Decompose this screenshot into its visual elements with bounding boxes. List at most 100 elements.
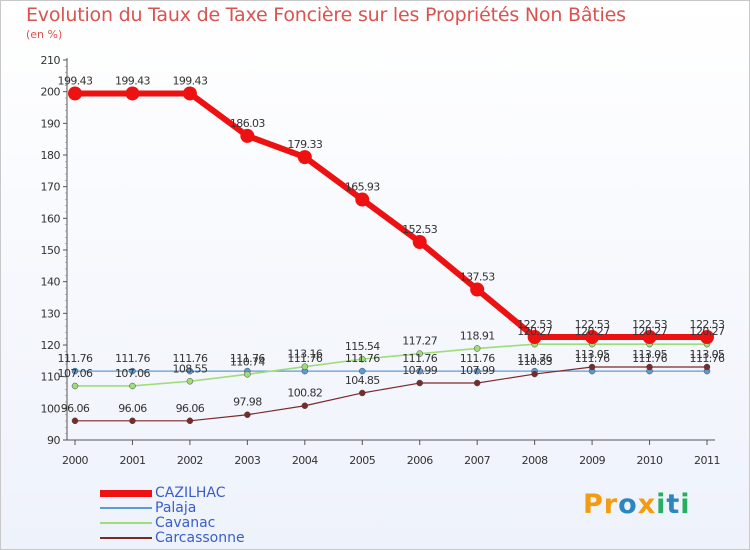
data-label: 107.99 (460, 364, 495, 377)
data-label: 113.16 (287, 348, 322, 361)
data-label: 111.76 (575, 352, 610, 365)
data-label: 120.27 (632, 325, 667, 338)
data-point (297, 150, 312, 165)
y-tick-label: 110 (41, 371, 61, 384)
data-point (186, 378, 194, 385)
data-point (71, 367, 79, 375)
data-label: 118.91 (460, 329, 495, 342)
data-point (473, 367, 481, 375)
data-label: 111.76 (115, 352, 150, 365)
legend-swatch (100, 522, 152, 524)
data-label: 100.82 (287, 387, 322, 400)
logo-letter: i (680, 489, 691, 520)
x-tick-label: 2010 (637, 454, 663, 467)
series-line (74, 343, 708, 387)
data-label: 111.76 (460, 352, 495, 365)
y-tick-label: 160 (41, 212, 61, 225)
data-label: 111.76 (402, 352, 437, 365)
data-label: 113.05 (575, 348, 610, 361)
data-label: 111.76 (58, 352, 93, 365)
data-label: 110.74 (230, 355, 265, 368)
legend-label: Palaja (155, 500, 197, 516)
data-point (642, 329, 657, 344)
data-label: 111.76 (230, 352, 265, 365)
chart-unit-label: (en %) (26, 28, 63, 41)
data-label: 107.06 (115, 367, 150, 380)
series-line (72, 90, 710, 340)
data-point (527, 329, 542, 344)
data-point (700, 329, 714, 344)
x-tick-label: 2011 (694, 454, 720, 467)
x-tick-label: 2001 (119, 454, 145, 467)
series-cavanac (71, 340, 711, 390)
x-tick-label: 2004 (292, 454, 318, 467)
data-label: 111.76 (345, 352, 380, 365)
y-tick-label: 210 (41, 54, 61, 67)
data-label: 120.27 (690, 325, 725, 338)
data-point (71, 417, 79, 425)
y-tick-label: 130 (41, 307, 61, 320)
legend-swatch (100, 507, 152, 509)
data-point (703, 363, 711, 371)
legend-item-carcassonne: Carcassonne (100, 531, 245, 545)
x-tick-label: 2003 (234, 454, 260, 467)
legend-label: Cavanac (155, 515, 216, 531)
x-tick-label: 2000 (62, 454, 88, 467)
data-point (416, 367, 423, 375)
data-label: 96.06 (176, 402, 205, 415)
data-point (416, 379, 423, 387)
data-point (129, 367, 136, 375)
x-tick-label: 2009 (579, 454, 605, 467)
data-label: 165.93 (345, 181, 380, 194)
data-point (585, 329, 600, 344)
data-point (412, 234, 427, 249)
x-tick-label: 2006 (407, 454, 433, 467)
y-tick-label: 90 (47, 434, 60, 447)
logo-letter: t (666, 489, 681, 520)
data-label: 117.27 (402, 335, 437, 348)
data-label: 199.43 (115, 74, 150, 87)
legend-swatch (100, 537, 152, 539)
logo-letter: x (637, 489, 657, 520)
series-line (74, 366, 708, 422)
data-label: 122.53 (575, 318, 610, 331)
data-label: 107.99 (402, 364, 437, 377)
legend-item-cazilhac: CAZILHAC (100, 486, 226, 500)
legend-swatch (100, 489, 152, 497)
data-label: 137.53 (460, 270, 495, 283)
data-point (359, 389, 366, 397)
data-label: 122.53 (690, 318, 725, 331)
proxiti-logo: Proxiti (583, 489, 691, 520)
data-label: 111.76 (172, 352, 207, 365)
data-label: 111.76 (287, 352, 322, 365)
y-tick-label: 190 (41, 117, 61, 130)
y-tick-label: 100 (41, 402, 61, 415)
data-label: 179.33 (287, 138, 322, 151)
data-point (470, 282, 485, 297)
data-point (588, 363, 596, 371)
data-point (244, 371, 251, 378)
y-tick-label: 200 (41, 86, 61, 99)
data-label: 120.27 (575, 325, 610, 338)
x-tick-label: 2008 (522, 454, 548, 467)
y-tick-label: 120 (41, 339, 61, 352)
data-point (129, 382, 136, 390)
data-point (186, 417, 194, 425)
x-tick-label: 2007 (464, 454, 490, 467)
data-label: 111.76 (517, 352, 552, 365)
logo-letter: r (603, 489, 619, 520)
data-label: 110.83 (517, 355, 552, 368)
data-label: 113.05 (632, 348, 667, 361)
data-point (355, 192, 370, 207)
data-point (182, 86, 197, 101)
data-label: 122.53 (517, 318, 552, 331)
data-label: 113.05 (690, 348, 725, 361)
legend-item-cavanac: Cavanac (100, 516, 215, 530)
series-carcassonne (71, 363, 711, 425)
legend-label: CAZILHAC (155, 485, 226, 501)
data-point (473, 379, 481, 387)
data-point (359, 355, 366, 363)
chart-title: Evolution du Taux de Taxe Foncière sur l… (26, 4, 626, 26)
data-label: 115.54 (345, 340, 380, 353)
data-label: 199.43 (58, 74, 93, 87)
